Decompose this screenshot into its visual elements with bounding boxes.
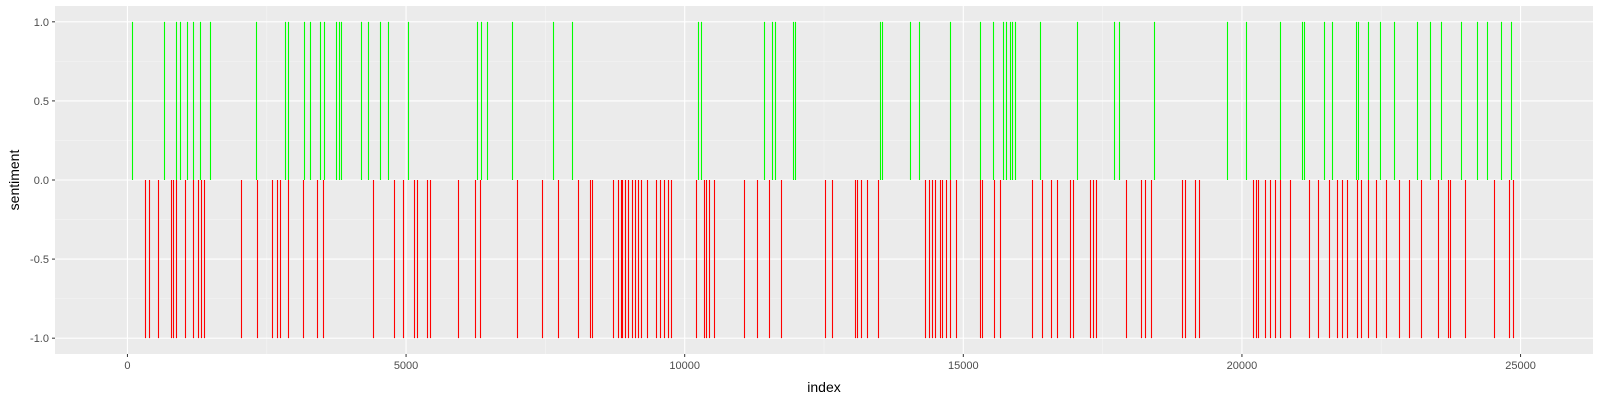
y-tick-label: -0.5: [30, 254, 49, 266]
x-tick-label: 10000: [669, 360, 700, 372]
y-tick-label: 0.5: [34, 96, 49, 108]
y-tick-label: 0.0: [34, 175, 49, 187]
bars: [131, 21, 1515, 339]
x-tick-label: 15000: [948, 360, 979, 372]
y-tick-label: -1.0: [30, 333, 49, 345]
x-tick-label: 25000: [1505, 360, 1536, 372]
x-tick-label: 0: [124, 360, 130, 372]
y-tick-label: 1.0: [34, 17, 49, 29]
x-axis-title: index: [807, 379, 840, 395]
grid-lines: [55, 6, 1593, 354]
axis-ticks: 0 5000 10000 15000 20000 25000 -1.0 -0.5 0.0 0.5 1…: [30, 17, 1536, 372]
y-axis-title: sentiment: [6, 150, 22, 211]
x-tick-label: 5000: [394, 360, 418, 372]
x-tick-label: 20000: [1227, 360, 1258, 372]
